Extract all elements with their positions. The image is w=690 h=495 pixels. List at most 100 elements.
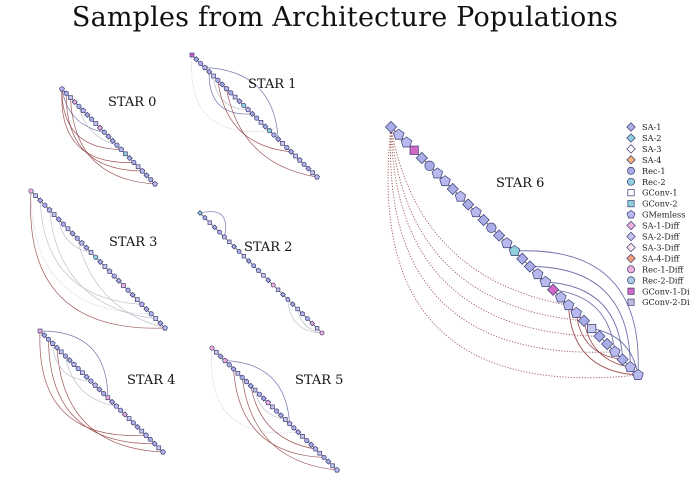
star-node-pentagon: [392, 128, 405, 140]
star-node-circle: [319, 330, 325, 336]
star-node-diamond: [105, 133, 112, 140]
star-node-pentagon: [555, 291, 567, 303]
star-node-square: [58, 349, 64, 355]
star-node-diamond: [577, 314, 591, 327]
star-node-pentagon: [162, 324, 168, 331]
star-node-diamond: [415, 151, 428, 165]
star-node-diamond: [126, 154, 133, 162]
star-edge: [529, 266, 631, 368]
legend-label: SA-1-Diff: [642, 221, 680, 231]
star-node-pentagon: [312, 445, 319, 452]
star-node-diamond: [262, 123, 269, 130]
legend-item: GMemless: [626, 210, 685, 220]
star-edge: [213, 75, 249, 111]
star-node-pentagon: [202, 64, 208, 71]
star-node-pentagon: [266, 127, 273, 134]
star-edge: [387, 126, 639, 379]
star-node-pentagon: [160, 448, 166, 455]
star-node-diamond: [37, 197, 44, 204]
star-node-circle: [291, 425, 297, 431]
star-node-circle: [148, 311, 154, 317]
star-node-diamond: [305, 165, 312, 172]
star-node-circle: [228, 90, 234, 96]
legend-label: SA-2-Diff: [642, 232, 680, 242]
star-node-square: [51, 212, 57, 217]
star-node-square: [93, 121, 99, 126]
legend-label: Rec-1-Diff: [642, 264, 685, 274]
star-node-square: [317, 450, 323, 456]
star-node-pentagon: [624, 361, 637, 373]
star-node-square: [409, 145, 419, 155]
star-node-square: [261, 273, 266, 278]
legend-label: SA-4: [642, 155, 662, 165]
star-node-diamond: [143, 172, 150, 179]
star-node-diamond: [197, 210, 203, 216]
star-node-circle: [217, 229, 222, 235]
star-node-circle: [236, 249, 242, 254]
star-node-diamond: [83, 373, 90, 380]
star-node-square: [153, 316, 159, 321]
star-node-diamond: [230, 365, 237, 373]
star-node-diamond: [295, 429, 302, 436]
star-node-circle: [304, 437, 310, 444]
star-edge: [61, 88, 105, 133]
star-node-pentagon: [139, 168, 146, 174]
star-edge: [211, 347, 299, 434]
star-node-circle: [198, 60, 204, 66]
star-node-diamond: [55, 216, 62, 223]
star-edge: [70, 97, 156, 185]
star-edge: [545, 281, 624, 360]
star-node-pentagon: [46, 206, 53, 213]
star-edge: [30, 190, 152, 315]
star-node-circle: [125, 287, 131, 293]
star-node-circle: [215, 77, 221, 83]
legend-circle-icon: [627, 166, 635, 175]
star-edge: [58, 219, 92, 253]
star-node-square: [156, 445, 162, 451]
star-node-square: [134, 297, 140, 302]
labels-layer: STAR 0 STAR 1 STAR 3 STAR 2 STAR 4 STAR 5 STAR…: [108, 77, 544, 388]
star-node-square: [275, 287, 281, 292]
legend-label: GConv-1: [642, 188, 678, 198]
star-node-diamond: [71, 98, 78, 106]
star-node-pentagon: [255, 267, 262, 273]
star-node-square: [241, 254, 247, 259]
star-edge: [191, 54, 270, 132]
legend-item: Rec-2: [627, 177, 666, 187]
star-node-square: [207, 220, 212, 225]
star-node-square: [33, 193, 38, 199]
star-node-pentagon: [49, 340, 56, 346]
star-node-diamond: [288, 148, 295, 155]
legend-label: GMemless: [642, 210, 685, 220]
star-edge: [390, 126, 569, 306]
legend-square-icon: [627, 200, 635, 208]
page-title: Samples from Architecture Populations: [71, 2, 619, 33]
legend-item: SA-1: [626, 122, 662, 132]
star-node-pentagon: [78, 239, 85, 246]
star-edge: [254, 390, 286, 420]
star-node-square: [295, 306, 300, 312]
star-edge: [48, 339, 155, 445]
star-node-circle: [101, 129, 107, 135]
star-node-square: [258, 120, 264, 125]
star-label: STAR 1: [248, 77, 296, 92]
star-node-square: [235, 370, 241, 376]
star-node-diamond: [289, 301, 296, 308]
star-node-circle: [45, 336, 52, 342]
star-node-diamond: [477, 213, 490, 227]
star-panel-0: [59, 85, 158, 187]
legend-item: Rec-1-Diff: [627, 264, 685, 274]
star-node-circle: [76, 103, 82, 109]
star-node-pentagon: [299, 310, 306, 317]
star-edge: [575, 312, 623, 360]
star-node-pentagon: [222, 357, 228, 364]
star-node-diamond: [193, 56, 200, 63]
star-node-pentagon: [71, 361, 77, 367]
star-edge: [224, 360, 290, 424]
star-edge: [208, 71, 253, 115]
star-node-pentagon: [632, 368, 644, 380]
star-node-pentagon: [570, 306, 582, 318]
star-node-diamond: [616, 353, 629, 366]
legend-item: SA-3: [626, 144, 662, 154]
star-node-diamond: [69, 230, 76, 237]
